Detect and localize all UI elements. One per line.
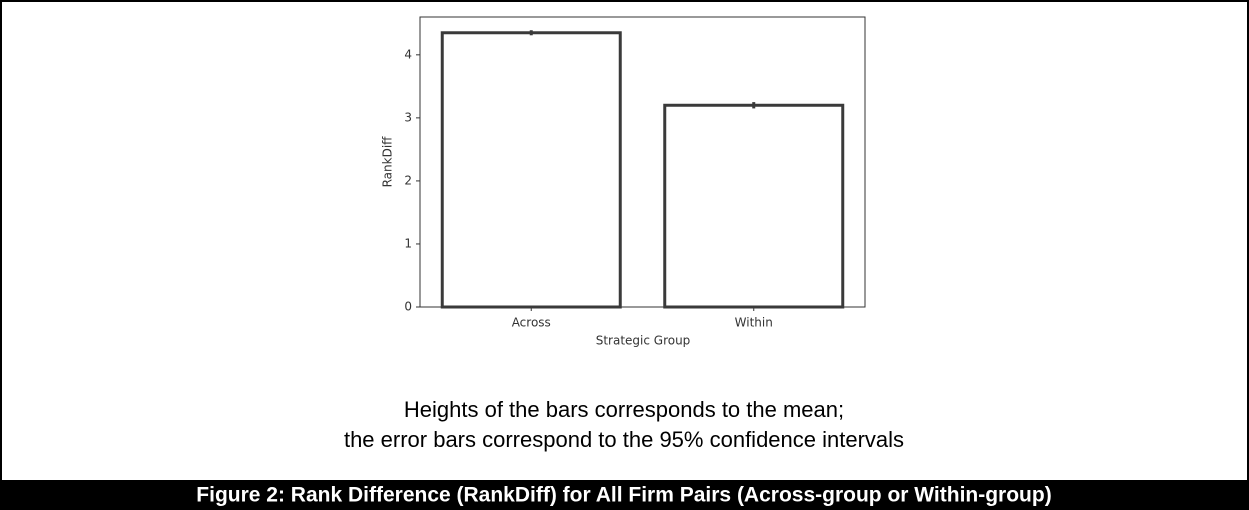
y-axis-label: RankDiff <box>381 136 395 188</box>
y-tick-label: 2 <box>404 173 412 187</box>
note-line: the error bars correspond to the 95% con… <box>344 427 904 452</box>
bar <box>663 103 845 309</box>
y-tick-label: 0 <box>404 300 412 314</box>
caption-bar <box>0 480 1249 510</box>
x-tick-label: Across <box>512 316 551 330</box>
y-tick-label: 4 <box>404 47 412 61</box>
x-axis-label: Strategic Group <box>596 334 691 348</box>
caption: Figure 2: Rank Difference (RankDiff) for… <box>196 484 1051 507</box>
y-tick-label: 3 <box>404 110 412 124</box>
plot-area <box>419 16 866 308</box>
note-line: Heights of the bars corresponds to the m… <box>404 397 844 422</box>
bar <box>440 31 622 309</box>
x-tick-label: Within <box>735 316 773 330</box>
y-tick-label: 1 <box>404 236 412 250</box>
